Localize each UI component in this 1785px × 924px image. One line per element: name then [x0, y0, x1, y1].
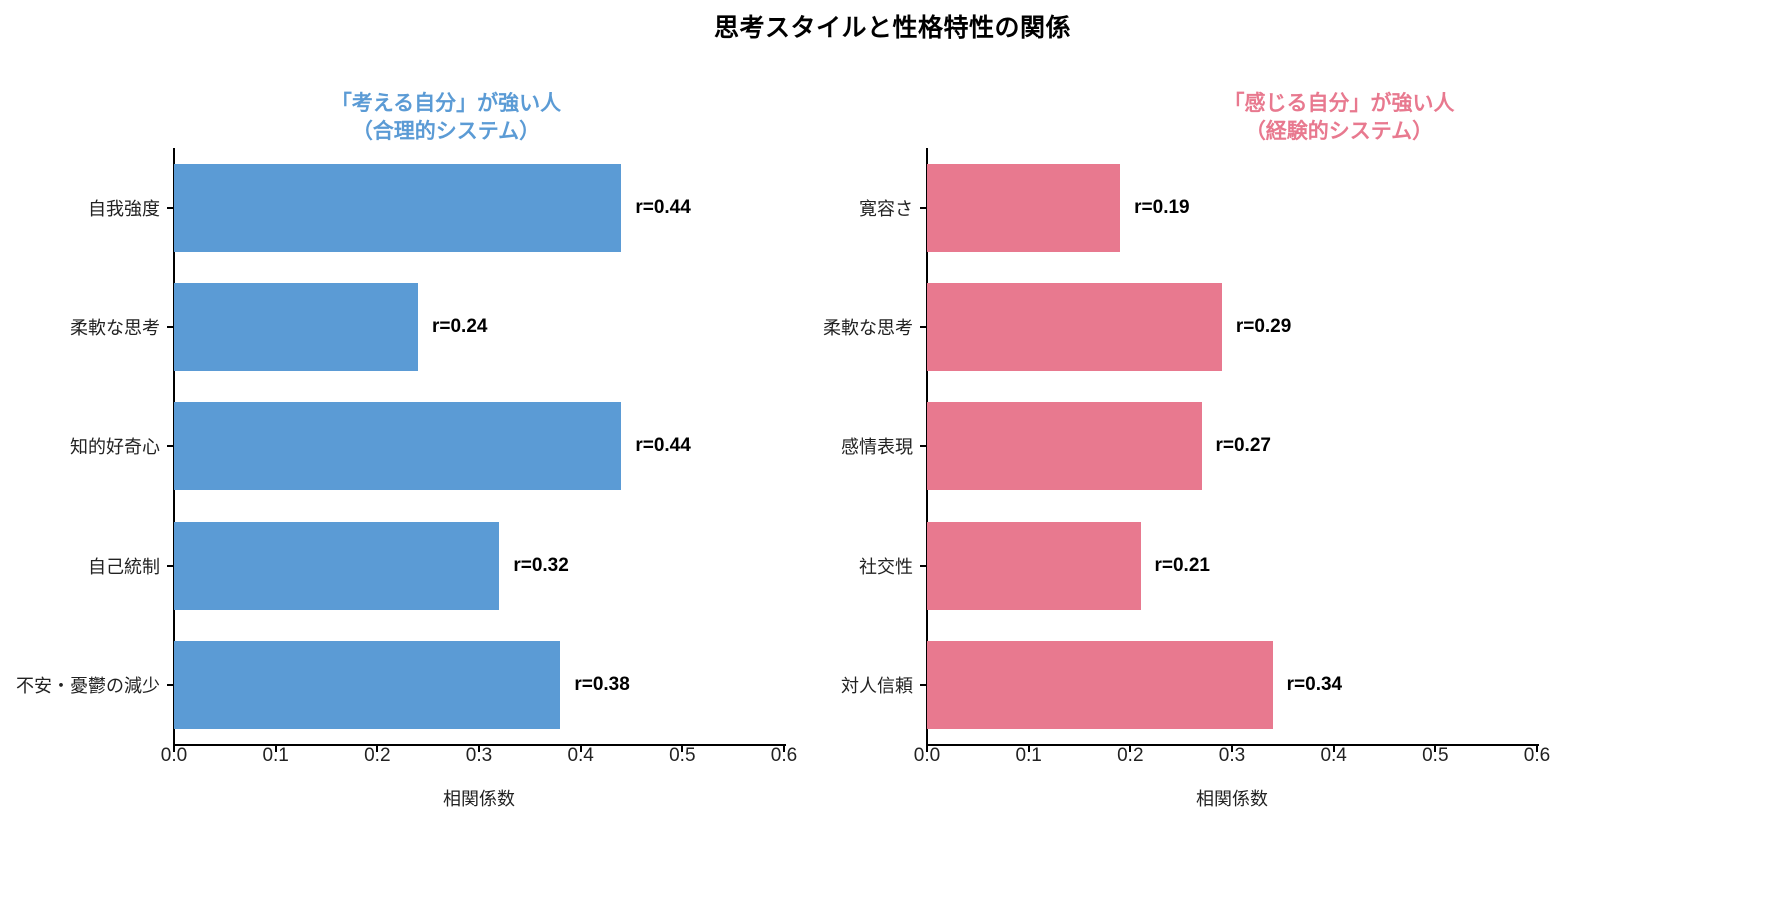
category-label: 寛容さ: [859, 198, 913, 219]
x-tick-label: 0.6: [770, 745, 798, 766]
x-tick-mark: [1332, 745, 1335, 752]
chart-panel-right: 「感じる自分」が強い人 （経験的システム） 相関係数 寛容さ r=0.19 柔軟な思…: [823, 0, 1785, 924]
bar-row: 寛容さ r=0.19: [859, 148, 1537, 267]
y-tick-mark: [167, 326, 174, 329]
x-tick-mark: [926, 745, 928, 752]
x-tick-mark: [1129, 745, 1132, 752]
x-tick-label: 0.3: [1218, 745, 1246, 766]
x-tick-mark: [783, 745, 785, 752]
x-tick-label: 0.0: [913, 745, 941, 766]
x-axis-label-left: 相関係数: [443, 789, 515, 809]
bar-row: 対人信頼 r=0.34: [841, 626, 1537, 745]
bar-right-4[interactable]: [927, 641, 1273, 730]
y-tick-mark: [920, 684, 927, 687]
x-tick-label: 0.4: [1320, 745, 1347, 766]
x-tick-mark: [681, 745, 684, 752]
x-tick-mark: [478, 745, 480, 752]
bar-row: 自我強度 r=0.44: [88, 148, 784, 267]
bar-left-4[interactable]: [174, 641, 561, 730]
bar-value-label: r=0.44: [635, 435, 691, 457]
x-tick-label: 0.2: [364, 745, 391, 766]
panel-title-right: 「感じる自分」が強い人 （経験的システム）: [1223, 92, 1455, 143]
bar-value-label: r=0.38: [574, 674, 630, 696]
plot-area-left: 相関係数 自我強度 r=0.44 柔軟な思考 r=0.24 知的好奇心 r=0.44 自己統…: [16, 148, 797, 809]
bar-right-3[interactable]: [927, 521, 1141, 610]
bar-value-label: r=0.34: [1286, 674, 1343, 696]
bar-row: 不安・憂鬱の減少 r=0.38: [16, 626, 784, 745]
bar-value-label: r=0.24: [432, 316, 488, 338]
bar-value-label: r=0.27: [1215, 435, 1271, 457]
category-label: 対人信頼: [841, 676, 913, 697]
x-tick-mark: [376, 745, 379, 752]
bar-value-label: r=0.32: [513, 554, 569, 576]
bar-row: 柔軟な思考 r=0.24: [70, 267, 784, 386]
category-label: 不安・憂鬱の減少: [16, 676, 160, 697]
panel-title-left: 「考える自分」が強い人 （合理的システム）: [330, 92, 562, 143]
bar-value-label: r=0.29: [1235, 316, 1292, 338]
x-tick-label: 0.5: [1422, 745, 1449, 766]
category-label: 感情表現: [841, 437, 913, 458]
bar-value-label: r=0.44: [635, 196, 691, 218]
x-tick-label: 0.1: [1015, 745, 1042, 766]
x-tick-mark: [274, 745, 277, 752]
x-axis-label-right: 相関係数: [1196, 789, 1268, 809]
bar-row: 柔軟な思考 r=0.29: [823, 267, 1537, 386]
x-tick-mark: [1027, 745, 1030, 752]
x-tick-mark: [1434, 745, 1437, 752]
bar-row: 知的好奇心 r=0.44: [70, 387, 784, 506]
x-tick-label: 0.1: [262, 745, 289, 766]
category-label: 知的好奇心: [70, 437, 160, 458]
category-label: 柔軟な思考: [823, 318, 913, 339]
y-tick-mark: [167, 564, 174, 567]
x-tick-label: 0.6: [1523, 745, 1551, 766]
x-tick-mark: [1536, 745, 1538, 752]
y-tick-mark: [920, 445, 927, 448]
bar-right-2[interactable]: [927, 402, 1202, 491]
y-tick-mark: [167, 445, 174, 448]
y-tick-mark: [167, 206, 174, 209]
bar-value-label: r=0.21: [1154, 554, 1210, 576]
category-label: 柔軟な思考: [70, 318, 160, 339]
x-tick-mark: [173, 745, 175, 752]
plot-area-right: 相関係数 寛容さ r=0.19 柔軟な思考 r=0.29 感情表現 r=0.27 社交性 r=…: [823, 148, 1550, 809]
bar-left-1[interactable]: [174, 283, 418, 372]
bar-row: 社交性 r=0.21: [859, 506, 1537, 625]
x-tick-label: 0.3: [465, 745, 493, 766]
x-tick-label: 0.0: [160, 745, 188, 766]
x-tick-mark: [579, 745, 582, 752]
category-label: 社交性: [859, 556, 913, 577]
chart-panel-left: 「考える自分」が強い人 （合理的システム） 相関係数 自我強度 r=0.44 柔軟な…: [0, 0, 892, 924]
x-tick-label: 0.4: [567, 745, 594, 766]
bar-right-1[interactable]: [927, 283, 1222, 372]
x-tick-label: 0.2: [1117, 745, 1144, 766]
category-label: 自我強度: [88, 198, 160, 219]
bar-left-2[interactable]: [174, 402, 622, 491]
bar-left-0[interactable]: [174, 163, 622, 252]
y-tick-mark: [920, 564, 927, 567]
bar-row: 自己統制 r=0.32: [88, 506, 784, 625]
y-tick-mark: [167, 684, 174, 687]
bar-left-3[interactable]: [174, 521, 500, 610]
x-tick-mark: [1231, 745, 1233, 752]
bar-row: 感情表現 r=0.27: [841, 387, 1537, 506]
bar-value-label: r=0.19: [1134, 196, 1190, 218]
y-tick-mark: [920, 326, 927, 329]
category-label: 自己統制: [88, 556, 160, 577]
x-tick-label: 0.5: [669, 745, 696, 766]
bar-right-0[interactable]: [927, 163, 1121, 252]
figure-title: 思考スタイルと性格特性の関係: [713, 14, 1071, 42]
y-tick-mark: [920, 206, 927, 209]
